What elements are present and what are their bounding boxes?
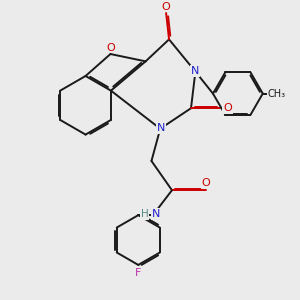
Text: O: O [107, 43, 116, 52]
Text: F: F [135, 268, 142, 278]
Text: H: H [141, 209, 148, 219]
Text: CH₃: CH₃ [268, 88, 286, 99]
Text: N: N [191, 66, 200, 76]
Text: O: O [223, 103, 232, 112]
Text: N: N [157, 123, 165, 133]
Text: O: O [202, 178, 211, 188]
Text: O: O [161, 2, 170, 12]
Text: N: N [152, 209, 160, 219]
